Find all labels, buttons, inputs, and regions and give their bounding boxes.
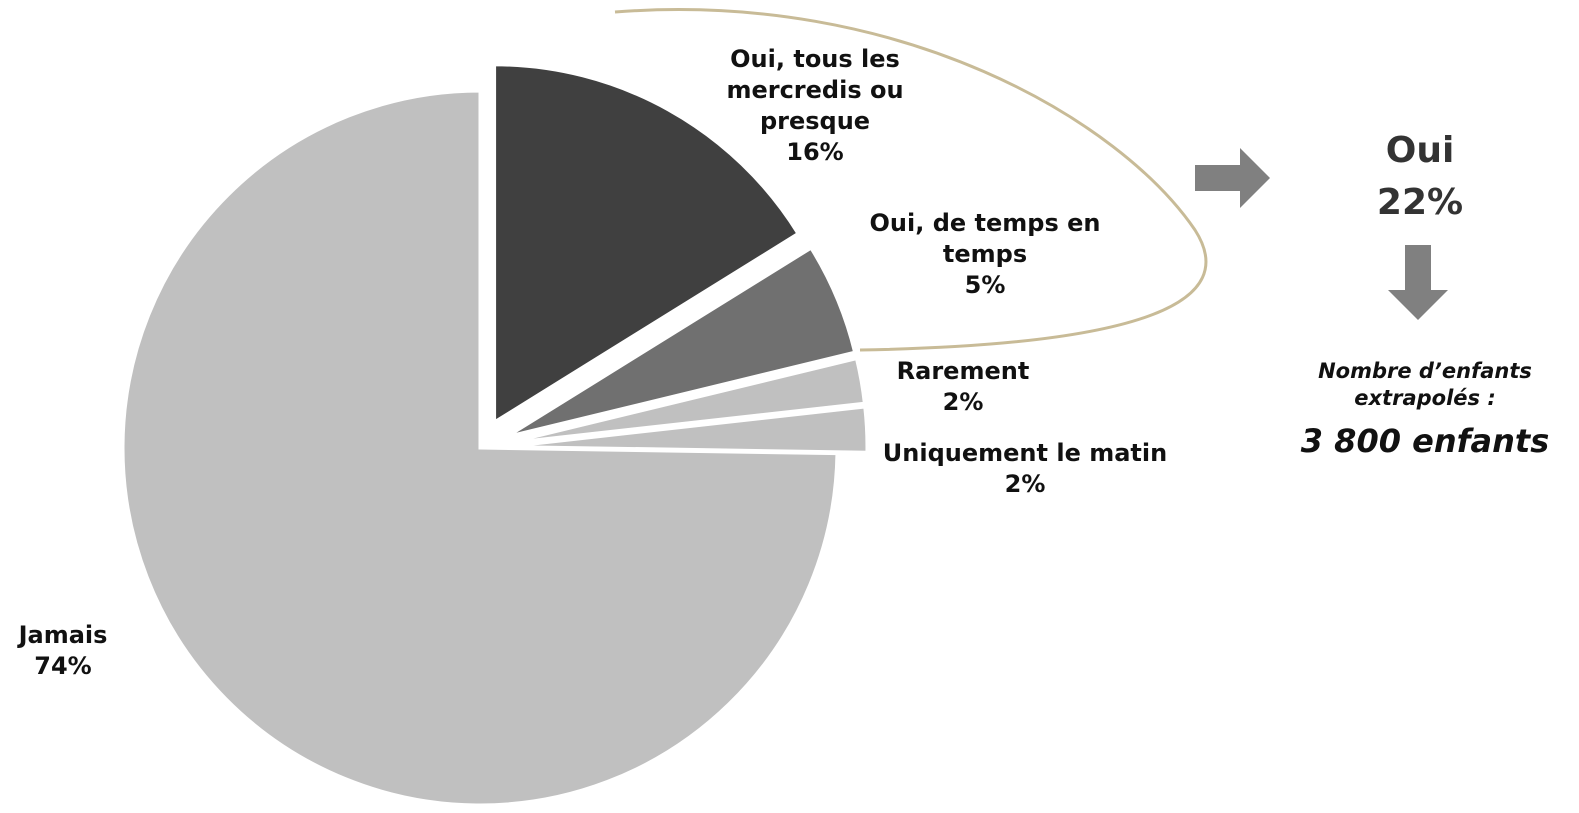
- slice-value: 2%: [1004, 470, 1046, 498]
- slice-name: Oui, tous les mercredis ou presque: [726, 45, 904, 135]
- slice-value: 16%: [786, 138, 844, 166]
- pie-slice: [493, 63, 801, 425]
- pie-slice: [506, 246, 857, 438]
- slice-label: Jamais 74%: [0, 620, 128, 682]
- pie-slice: [509, 356, 867, 445]
- slice-value: 2%: [942, 388, 984, 416]
- pie-slice: [509, 405, 869, 454]
- slice-name: Oui, de temps en temps: [869, 209, 1101, 268]
- slice-label: Uniquement le matin 2%: [860, 438, 1190, 500]
- slice-name: Uniquement le matin: [882, 439, 1168, 467]
- slice-value: 5%: [964, 271, 1006, 299]
- count: 3 800 enfants: [1300, 422, 1550, 460]
- note: Nombre d’enfants extrapolés :: [1318, 359, 1532, 410]
- arrow-down: [1388, 245, 1448, 320]
- slice-name: Rarement: [896, 357, 1030, 385]
- arrow-right: [1195, 148, 1270, 208]
- group-label: Oui: [1385, 130, 1455, 171]
- group-value: 22%: [1376, 182, 1464, 223]
- pie-slice: [121, 89, 839, 807]
- slice-label: Oui, de temps en temps 5%: [835, 208, 1135, 301]
- slice-label: Rarement 2%: [883, 356, 1043, 418]
- slice-label: Oui, tous les mercredis ou presque 16%: [700, 44, 930, 168]
- pie: [121, 63, 869, 807]
- slice-name: Jamais: [18, 621, 108, 649]
- slice-value: 74%: [34, 652, 92, 680]
- group-outline: [614, 8, 1208, 352]
